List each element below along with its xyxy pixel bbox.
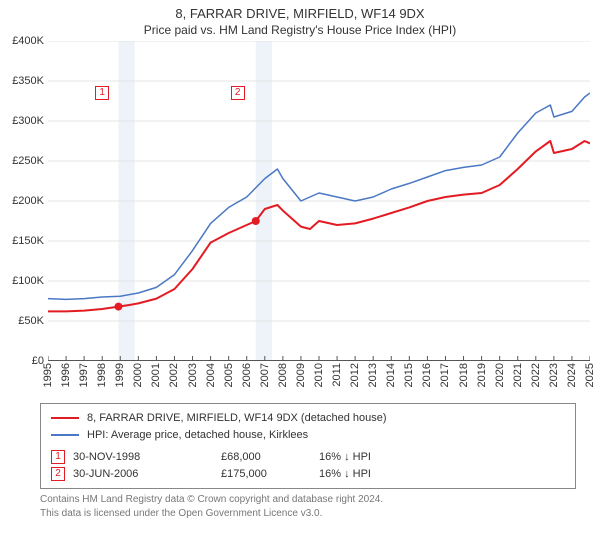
- x-axis-label: 2012: [349, 363, 361, 387]
- x-axis-label: 2001: [150, 363, 162, 387]
- x-axis-label: 2021: [512, 363, 524, 387]
- x-axis-label: 2016: [421, 363, 433, 387]
- page-title: 8, FARRAR DRIVE, MIRFIELD, WF14 9DX: [0, 0, 600, 21]
- x-axis-label: 1997: [78, 363, 90, 387]
- x-axis-label: 2009: [295, 363, 307, 387]
- sale-date: 30-NOV-1998: [73, 449, 213, 466]
- x-axis-label: 2015: [403, 363, 415, 387]
- x-axis-label: 2003: [187, 363, 199, 387]
- sale-date: 30-JUN-2006: [73, 466, 213, 483]
- legend-swatch: [51, 434, 79, 436]
- x-axis-label: 2005: [223, 363, 235, 387]
- sale-hpi: 16% ↓ HPI: [319, 466, 409, 483]
- legend-box: 8, FARRAR DRIVE, MIRFIELD, WF14 9DX (det…: [40, 403, 576, 489]
- y-axis-label: £50K: [18, 315, 44, 327]
- sale-hpi: 16% ↓ HPI: [319, 449, 409, 466]
- footer-attribution: Contains HM Land Registry data © Crown c…: [40, 493, 576, 520]
- x-axis-label: 1996: [60, 363, 72, 387]
- x-axis-label: 2025: [584, 363, 596, 387]
- x-axis-label: 2007: [259, 363, 271, 387]
- x-axis-label: 2017: [439, 363, 451, 387]
- x-axis-label: 1998: [96, 363, 108, 387]
- chart-sale-marker: 1: [95, 86, 109, 100]
- y-axis-label: £100K: [12, 275, 44, 287]
- sale-marker-1: 1: [51, 450, 65, 464]
- x-axis-label: 2006: [241, 363, 253, 387]
- x-axis-label: 2011: [331, 363, 343, 387]
- y-axis-label: £400K: [12, 35, 44, 47]
- line-chart: [48, 41, 590, 361]
- legend-item-hpi: HPI: Average price, detached house, Kirk…: [51, 427, 565, 444]
- sale-price: £175,000: [221, 466, 311, 483]
- legend-label: HPI: Average price, detached house, Kirk…: [87, 427, 308, 444]
- x-axis-label: 2002: [168, 363, 180, 387]
- x-axis-label: 2004: [205, 363, 217, 387]
- x-axis-label: 1999: [114, 363, 126, 387]
- sale-price: £68,000: [221, 449, 311, 466]
- x-axis-label: 2020: [494, 363, 506, 387]
- x-axis-label: 2008: [277, 363, 289, 387]
- legend-swatch: [51, 417, 79, 419]
- legend-item-price-paid: 8, FARRAR DRIVE, MIRFIELD, WF14 9DX (det…: [51, 410, 565, 427]
- sale-row-2: 2 30-JUN-2006 £175,000 16% ↓ HPI: [51, 466, 565, 483]
- chart-sale-marker: 2: [231, 86, 245, 100]
- sale-marker-2: 2: [51, 467, 65, 481]
- x-axis-label: 2023: [548, 363, 560, 387]
- legend-label: 8, FARRAR DRIVE, MIRFIELD, WF14 9DX (det…: [87, 410, 387, 427]
- x-axis-label: 2024: [566, 363, 578, 387]
- y-axis-label: £200K: [12, 195, 44, 207]
- x-axis-label: 2010: [313, 363, 325, 387]
- x-axis-label: 2013: [367, 363, 379, 387]
- x-axis-label: 2019: [476, 363, 488, 387]
- y-axis-label: £150K: [12, 235, 44, 247]
- footer-line: Contains HM Land Registry data © Crown c…: [40, 493, 576, 507]
- chart-area: £0£50K£100K£150K£200K£250K£300K£350K£400…: [48, 41, 590, 397]
- footer-line: This data is licensed under the Open Gov…: [40, 507, 576, 521]
- x-axis-label: 2018: [458, 363, 470, 387]
- page-subtitle: Price paid vs. HM Land Registry's House …: [0, 21, 600, 41]
- y-axis-label: £250K: [12, 155, 44, 167]
- sale-row-1: 1 30-NOV-1998 £68,000 16% ↓ HPI: [51, 449, 565, 466]
- x-axis-label: 2000: [132, 363, 144, 387]
- x-axis-label: 1995: [42, 363, 54, 387]
- y-axis-label: £350K: [12, 75, 44, 87]
- x-axis-label: 2022: [530, 363, 542, 387]
- y-axis-label: £300K: [12, 115, 44, 127]
- x-axis-label: 2014: [385, 363, 397, 387]
